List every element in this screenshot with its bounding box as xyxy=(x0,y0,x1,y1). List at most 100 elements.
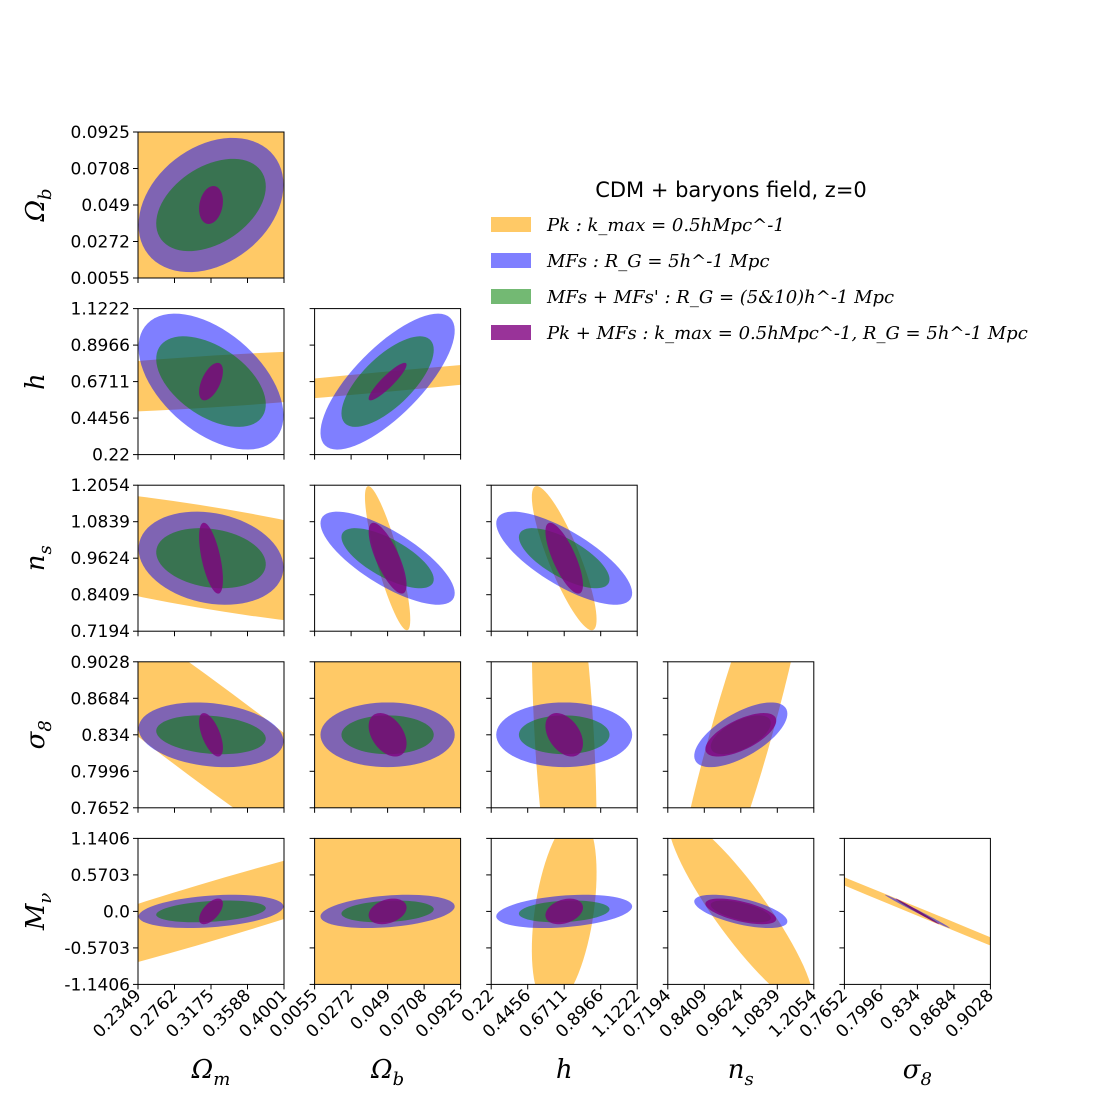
panel-Om-ns xyxy=(133,484,285,637)
legend-swatch-pk-mfs xyxy=(491,325,531,340)
y-tick-label: 0.4456 xyxy=(71,409,130,429)
legend-items: Pk : k_max = 0.5hMpc^-1 MFs : R_G = 5h^-1… xyxy=(491,215,1028,344)
contour-pk-mfs-Ob-s8 xyxy=(368,713,407,757)
y-axis-label: Mν xyxy=(21,893,56,932)
contour-pk-mfs-s8-Mnu xyxy=(895,898,940,925)
contour-pk-mfs-h-ns xyxy=(545,522,583,594)
ellipse-group xyxy=(844,877,991,946)
contour-pk-mfs-Om-s8 xyxy=(199,713,223,757)
panel-ns-s8 xyxy=(662,661,815,813)
x-axis-label: ns xyxy=(728,1055,754,1090)
contour-pk-mfs-Ob-Mnu xyxy=(368,898,407,925)
y-tick-label: 0.6711 xyxy=(71,373,130,393)
y-tick-label: 0.7194 xyxy=(71,622,130,642)
y-tick-label: -0.5703 xyxy=(64,939,130,959)
y-axis-Ob: 0.0055 0.0272 0.049 0.0708 0.0925 Ωb xyxy=(21,123,130,289)
y-tick-label: 0.049 xyxy=(81,196,130,216)
legend-label: MFs : R_G = 5h^-1 Mpc xyxy=(546,251,770,272)
y-tick-label: 1.0839 xyxy=(71,513,130,533)
panel-Om-Mnu xyxy=(133,837,285,990)
contour-pk-mfs-Ob-h xyxy=(368,362,407,401)
y-axis-label: h xyxy=(21,373,51,390)
x-axis-label: σ8 xyxy=(903,1055,932,1090)
panel-h-s8 xyxy=(486,661,638,813)
panel-h-Mnu xyxy=(486,837,638,990)
legend-label: Pk + MFs : k_max = 0.5hMpc^-1, R_G = 5h^… xyxy=(546,323,1028,344)
legend-label: MFs + MFs' : R_G = (5&10)h^-1 Mpc xyxy=(546,287,894,308)
ellipse-group xyxy=(314,313,461,450)
y-tick-label: 0.8684 xyxy=(71,689,130,709)
panel-Ob-ns xyxy=(309,484,462,637)
y-axis-label: Ωb xyxy=(21,188,56,222)
panel-h-ns xyxy=(486,484,638,637)
contour-pk-mfs-ns-s8 xyxy=(705,713,777,757)
chart-title: CDM + baryons field, z=0 xyxy=(595,178,867,202)
panel-Ob-Mnu xyxy=(309,837,462,990)
y-tick-label: 1.1406 xyxy=(71,829,130,849)
y-tick-label: 0.0272 xyxy=(71,233,130,253)
legend-swatch-mfs xyxy=(491,253,531,268)
legend-swatch-mfs-mfs- xyxy=(491,289,531,304)
y-tick-label: 0.834 xyxy=(81,726,130,746)
y-tick-label: 0.22 xyxy=(92,446,130,466)
y-tick-label: 1.2054 xyxy=(71,476,130,496)
x-axis-label: Ωm xyxy=(191,1055,231,1090)
y-tick-label: 0.7996 xyxy=(71,762,130,782)
panel-Om-s8 xyxy=(133,661,285,813)
y-axis-label: ns xyxy=(21,545,56,571)
ellipse-group xyxy=(496,486,633,631)
y-tick-label: 0.8409 xyxy=(71,586,130,606)
contour-pk-mfs-Ob-ns xyxy=(368,522,407,594)
panel-Ob-s8 xyxy=(309,661,462,813)
y-tick-label: 1.1222 xyxy=(71,300,130,320)
y-tick-label: 0.0708 xyxy=(71,160,130,180)
contour-pk-mfs-Om-h xyxy=(199,362,223,401)
x-axis-label: h xyxy=(556,1055,573,1085)
ellipse-group xyxy=(690,661,791,808)
legend-label: Pk : k_max = 0.5hMpc^-1 xyxy=(546,215,785,236)
x-axis-label: Ωb xyxy=(370,1055,404,1090)
y-tick-label: 0.8966 xyxy=(71,336,130,356)
contour-pk-mfs-Om-Ob xyxy=(199,186,223,224)
panel-ns-Mnu xyxy=(662,837,815,990)
ellipse-group xyxy=(496,838,633,985)
ellipse-group xyxy=(320,486,455,631)
legend-swatch-pk xyxy=(491,217,531,232)
y-axis-s8: 0.7652 0.7996 0.834 0.8684 0.9028 σ8 xyxy=(21,653,130,819)
contour-pk-mfs-Om-Mnu xyxy=(199,898,223,925)
y-tick-label: 0.7652 xyxy=(71,799,130,819)
ellipse-group xyxy=(138,132,284,278)
y-axis-label: σ8 xyxy=(21,720,56,749)
ellipse-group xyxy=(496,661,633,808)
ellipse-group xyxy=(138,661,284,808)
panel-Om-h xyxy=(133,308,285,460)
y-tick-label: 0.0055 xyxy=(71,269,130,289)
y-axis-Mnu: -1.1406 -0.5703 0.0 0.5703 1.1406 Mν xyxy=(21,829,130,995)
panel-s8-Mnu xyxy=(839,837,991,990)
legend: CDM + baryons field, z=0 Pk : k_max = 0.… xyxy=(491,178,1028,344)
ellipse-group xyxy=(671,838,811,985)
y-tick-label: 0.0925 xyxy=(71,123,130,143)
panel-Om-Ob xyxy=(133,131,285,283)
y-tick-label: 0.9624 xyxy=(71,549,130,569)
ellipse-group xyxy=(138,496,284,621)
ellipse-group xyxy=(314,838,461,985)
y-tick-label: 0.5703 xyxy=(71,866,130,886)
contour-pk-mfs-Om-ns xyxy=(199,522,223,594)
y-axis-ns: 0.7194 0.8409 0.9624 1.0839 1.2054 ns xyxy=(21,476,130,642)
ellipse-group xyxy=(138,860,284,963)
y-tick-label: 0.0 xyxy=(103,902,130,922)
contour-pk-mfs-h-s8 xyxy=(545,713,583,757)
contour-pk-mfs-ns-Mnu xyxy=(705,898,777,925)
y-tick-label: -1.1406 xyxy=(64,975,130,995)
contour-pk-mfs-h-Mnu xyxy=(545,898,583,925)
y-axis-h: 0.22 0.4456 0.6711 0.8966 1.1222 h xyxy=(21,300,130,466)
ellipse-group xyxy=(314,661,461,808)
